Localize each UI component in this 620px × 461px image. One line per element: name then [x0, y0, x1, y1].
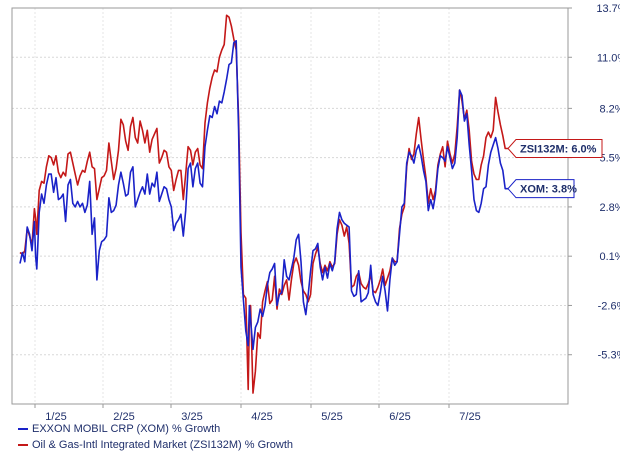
series-layer	[19, 14, 510, 394]
plot-frame	[11, 7, 569, 405]
x-axis: 1/25 2/25 3/25 4/25 5/25 6/25 7/25	[34, 404, 481, 423]
callout-label: XOM: 3.8%	[520, 184, 577, 196]
grid-lines	[12, 7, 568, 404]
callout-label: ZSI132M: 6.0%	[520, 144, 597, 156]
x-tick-label: 1/25	[45, 411, 66, 423]
callout-box	[507, 139, 603, 159]
x-tick-label: 2/25	[113, 411, 134, 423]
y-tick-label: -5.3%	[598, 350, 620, 362]
y-tick-label: -2.6%	[598, 300, 620, 312]
x-tick-label: 5/25	[321, 411, 342, 423]
y-tick-label: 2.8%	[599, 202, 620, 214]
callouts: XOM: 3.8% ZSI132M: 6.0%	[507, 139, 603, 199]
legend-swatch-zsi132m	[18, 444, 28, 447]
x-tick-label: 3/25	[181, 411, 202, 423]
y-tick-label: 13.7%	[596, 3, 620, 15]
x-tick-label: 6/25	[389, 411, 410, 423]
legend-item-xom: EXXON MOBIL CRP (XOM) % Growth	[18, 423, 220, 435]
callout-zsi132m: ZSI132M: 6.0%	[507, 139, 603, 159]
y-tick-label: 5.5%	[599, 153, 620, 165]
y-tick-label: 11.0%	[597, 52, 620, 64]
x-tick-label: 7/25	[459, 411, 480, 423]
legend-item-zsi132m: Oil & Gas-Intl Integrated Market (ZSI132…	[18, 439, 293, 451]
series-line-xom	[19, 40, 510, 351]
legend-label-xom: EXXON MOBIL CRP (XOM) % Growth	[32, 423, 221, 435]
legend-swatch-xom	[18, 428, 28, 431]
callout-box	[507, 179, 575, 199]
callout-xom: XOM: 3.8%	[507, 179, 577, 199]
series-line-zsi132m	[19, 14, 510, 394]
y-axis: 13.7% 11.0% 8.2% 5.5% 2.8% 0.1% -2.6% -5.3%	[568, 3, 620, 362]
x-tick-label: 4/25	[251, 411, 272, 423]
y-tick-label: 0.1%	[599, 251, 620, 263]
y-tick-label: 8.2%	[599, 103, 620, 115]
legend-label-zsi132m: Oil & Gas-Intl Integrated Market (ZSI132…	[32, 439, 294, 451]
